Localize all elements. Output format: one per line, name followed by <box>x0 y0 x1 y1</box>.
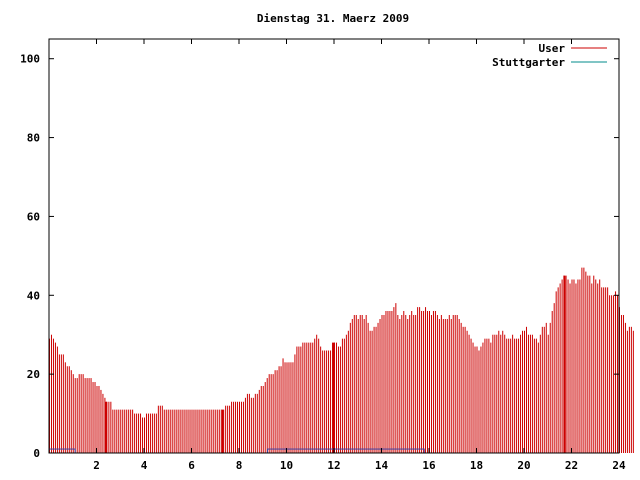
legend: User Stuttgarter <box>492 42 607 69</box>
x-tick-label: 20 <box>517 459 530 472</box>
x-tick-label: 2 <box>93 459 100 472</box>
x-tick-label: 24 <box>612 459 626 472</box>
x-tick-label: 12 <box>327 459 340 472</box>
x-tick-label: 18 <box>470 459 483 472</box>
x-tick-label: 6 <box>188 459 195 472</box>
legend-user-label: User <box>539 42 566 55</box>
y-tick-label: 20 <box>27 368 40 381</box>
y-tick-label: 80 <box>27 132 40 145</box>
x-tick-label: 10 <box>280 459 293 472</box>
chart-title: Dienstag 31. Maerz 2009 <box>257 12 409 25</box>
x-tick-label: 16 <box>422 459 436 472</box>
legend-stuttgarter-label: Stuttgarter <box>492 56 565 69</box>
user-series-bars <box>49 267 634 453</box>
y-tick-label: 0 <box>33 447 40 460</box>
x-tick-label: 8 <box>236 459 243 472</box>
x-tick-label: 14 <box>375 459 389 472</box>
x-tick-label: 4 <box>141 459 148 472</box>
y-tick-label: 40 <box>27 289 40 302</box>
y-tick-label: 100 <box>20 53 40 66</box>
x-tick-label: 22 <box>565 459 578 472</box>
y-tick-label: 60 <box>27 210 40 223</box>
